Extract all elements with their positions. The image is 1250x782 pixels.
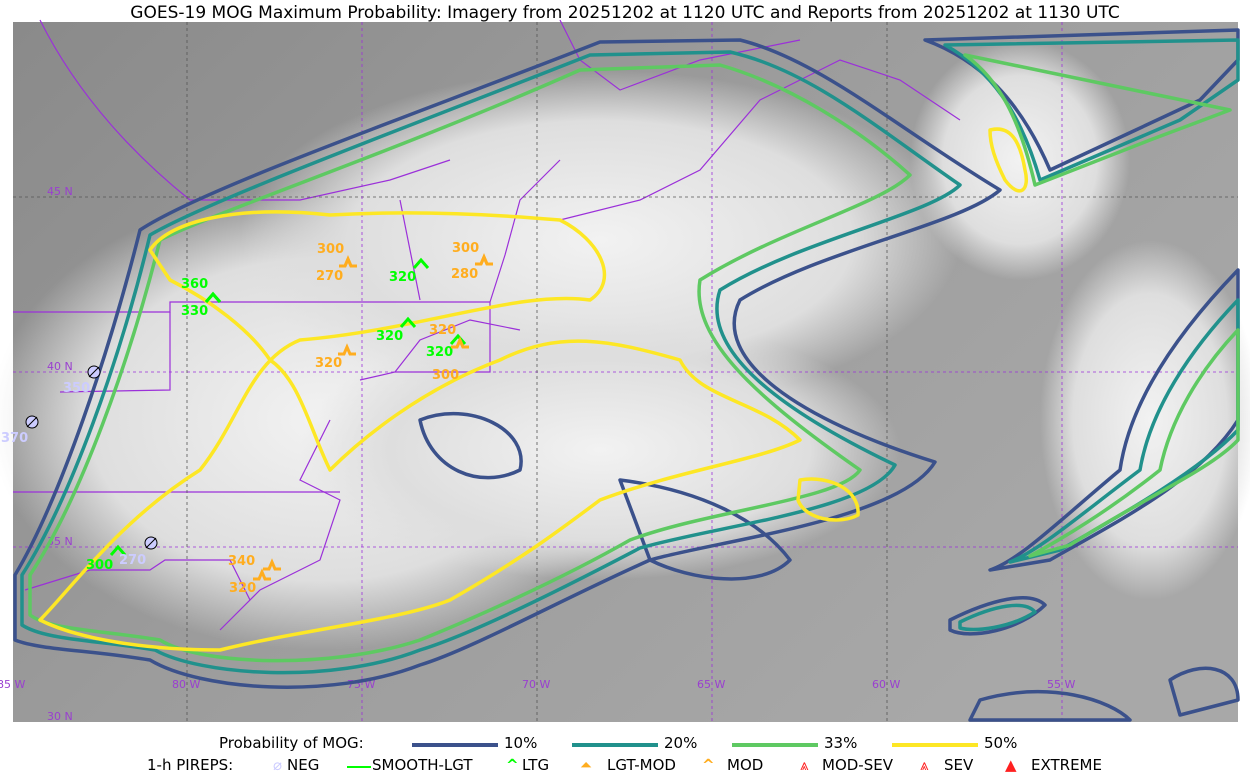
lon-label: 85 W [0,678,25,691]
lon-label: 70 W [522,678,550,691]
lat-label: 45 N [47,185,73,198]
lon-label: 65 W [697,678,725,691]
extreme-icon: ▲ [1005,756,1017,774]
mod-report-icon [338,343,356,356]
neg-icon: ⌀ [273,756,283,774]
legend-extreme: EXTREME [1031,756,1102,774]
mod-report-icon [475,253,493,266]
neg-report-icon [87,365,101,379]
lat-label: 40 N [47,360,73,373]
report-altitude-label: 360 [181,277,208,292]
pirep-legend-title: 1-h PIREPS: [147,756,234,774]
legend-smooth-lgt: SMOOTH-LGT [372,756,473,774]
legend-mod-sev: MOD-SEV [822,756,893,774]
pirep-legend: 1-h PIREPS: ⌀ NEG SMOOTH-LGT ^ LTG ⏶ LGT… [0,756,1250,776]
report-altitude-label: 300 [452,241,479,256]
legend-label-20: 20% [664,734,698,752]
legend-lgt-mod: LGT-MOD [607,756,676,774]
ltg-report-icon [449,333,467,345]
prob-legend-title: Probability of MOG: [219,734,364,752]
report-altitude-label: 320 [315,356,342,371]
probability-legend: Probability of MOG: 10% 20% 33% 50% [0,734,1250,754]
legend-swatch-10 [412,743,498,747]
legend-neg: NEG [287,756,320,774]
report-altitude-label: 280 [451,267,478,282]
report-altitude-label: 320 [429,323,456,338]
report-altitude-label: 270 [316,269,343,284]
axis-labels: 45 N 40 N 35 N 30 N 85 W 80 W 75 W 70 W … [0,185,1075,723]
neg-report-icon [144,536,158,550]
map-title: GOES-19 MOG Maximum Probability: Imagery… [130,3,1120,23]
mod-report-icon [263,558,281,571]
report-altitude-label: 300 [432,368,459,383]
mod-report-icon [451,336,469,349]
report-altitude-label: 300 [86,558,113,573]
report-altitude-label: 330 [181,304,208,319]
ltg-report-icon [204,291,222,303]
legend-sev: SEV [944,756,974,774]
ltg-report-icon [412,257,430,269]
lon-label: 55 W [1047,678,1075,691]
legend-label-33: 33% [824,734,858,752]
lon-label: 60 W [872,678,900,691]
legend-swatch-20 [572,743,658,747]
mod-icon: ^ [702,756,715,774]
mod-report-icon [339,255,357,268]
report-altitude-label: 300 [317,242,344,257]
mod-sev-icon: ⩓ [800,756,809,774]
ltg-report-icon [109,544,127,556]
smooth-lgt-icon [347,766,371,768]
cloud-shield [0,40,1250,650]
legend-swatch-50 [892,743,978,747]
report-altitude-label: 340 [228,554,255,569]
report-altitude-label: 270 [119,553,146,568]
legend-swatch-33 [732,743,818,747]
legend-ltg: LTG [522,756,550,774]
graticule [13,22,1238,722]
contour-33pct [28,53,1240,663]
report-altitude-label: 320 [426,345,453,360]
sev-icon: ⩓ [920,756,929,774]
report-altitude-label: 320 [229,581,256,596]
pirep-markers: 360 330 300 270 320 300 280 320 320 320 300 320 350 3… [1,241,493,596]
ltg-icon: ^ [506,756,519,774]
report-altitude-label: 320 [376,329,403,344]
lgt-mod-icon: ⏶ [580,756,593,774]
report-altitude-label: 350 [63,381,90,396]
report-altitude-label: 320 [389,270,416,285]
mod-report-icon [253,568,271,581]
contour-50pct [38,127,1028,652]
lat-label: 30 N [47,710,73,723]
lon-label: 80 W [172,678,200,691]
satellite-map: 45 N 40 N 35 N 30 N 85 W 80 W 75 W 70 W … [0,19,1250,723]
legend-label-50: 50% [984,734,1018,752]
report-altitude-label: 370 [1,431,28,446]
legend-mod: MOD [727,756,764,774]
ltg-report-icon [399,316,417,328]
neg-report-icon [25,415,39,429]
legend-label-10: 10% [504,734,538,752]
